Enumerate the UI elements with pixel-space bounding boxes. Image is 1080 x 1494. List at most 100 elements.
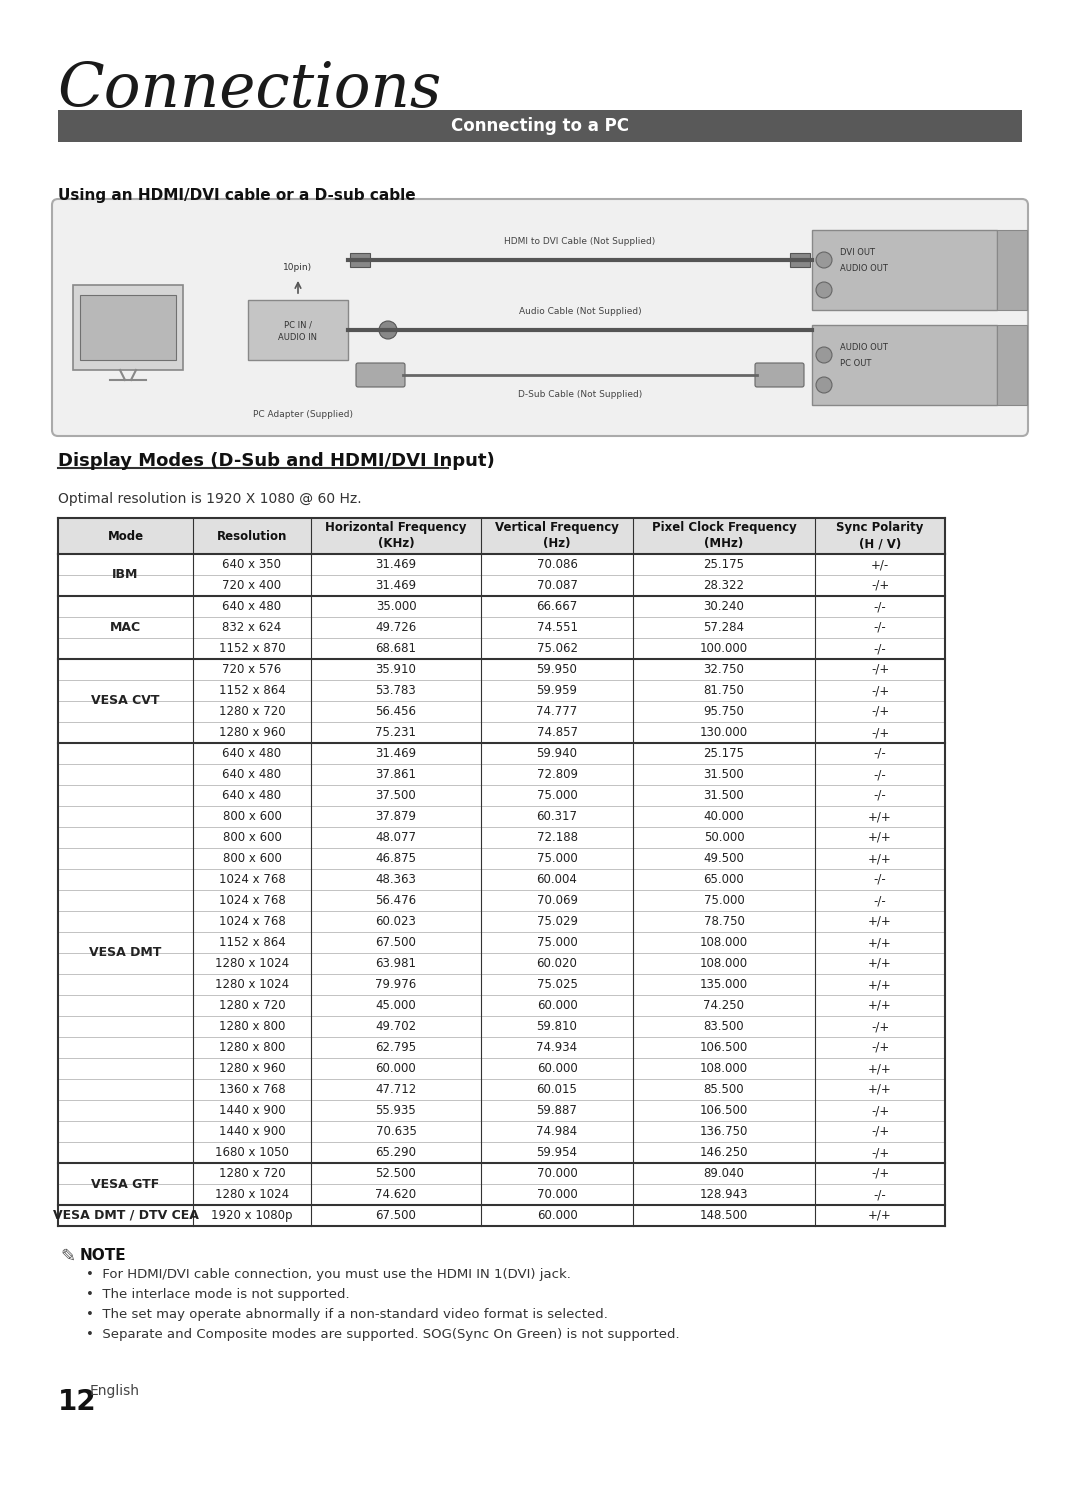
Text: 60.000: 60.000 [537, 999, 578, 1011]
Text: D-Sub Cable (Not Supplied): D-Sub Cable (Not Supplied) [518, 390, 643, 399]
Text: 1680 x 1050: 1680 x 1050 [215, 1146, 289, 1159]
Text: 60.000: 60.000 [537, 1209, 578, 1222]
Text: AUDIO OUT: AUDIO OUT [840, 264, 888, 273]
Text: 47.712: 47.712 [376, 1083, 417, 1097]
Bar [73, 285, 183, 371]
Text: +/+: +/+ [868, 810, 892, 823]
Text: 62.795: 62.795 [376, 1041, 417, 1053]
Text: Display Modes (D-Sub and HDMI/DVI Input): Display Modes (D-Sub and HDMI/DVI Input) [58, 453, 495, 471]
Bar [58, 596, 945, 659]
Text: 52.500: 52.500 [376, 1167, 417, 1180]
Text: 75.231: 75.231 [376, 726, 417, 740]
Text: 1360 x 768: 1360 x 768 [218, 1083, 285, 1097]
Text: 74.984: 74.984 [537, 1125, 578, 1138]
Text: 70.087: 70.087 [537, 580, 578, 592]
Text: VESA CVT: VESA CVT [91, 695, 160, 708]
Text: NOTE: NOTE [80, 1247, 126, 1262]
Text: IBM: IBM [112, 569, 138, 581]
Text: •  For HDMI/DVI cable connection, you must use the HDMI IN 1(DVI) jack.: • For HDMI/DVI cable connection, you mus… [86, 1268, 571, 1280]
Text: -/-: -/- [874, 642, 887, 654]
Text: 37.861: 37.861 [376, 768, 417, 781]
Text: -/+: -/+ [870, 580, 889, 592]
Text: -/-: -/- [874, 601, 887, 613]
Text: 25.175: 25.175 [703, 747, 744, 760]
Text: 74.620: 74.620 [376, 1188, 417, 1201]
Text: 108.000: 108.000 [700, 1062, 748, 1076]
Text: 25.175: 25.175 [703, 557, 744, 571]
Text: 1280 x 720: 1280 x 720 [218, 1167, 285, 1180]
Text: 50.000: 50.000 [704, 831, 744, 844]
Text: 49.726: 49.726 [376, 622, 417, 633]
Text: -/+: -/+ [870, 1104, 889, 1118]
Text: 60.000: 60.000 [537, 1062, 578, 1076]
Text: -/+: -/+ [870, 663, 889, 675]
Text: 83.500: 83.500 [704, 1020, 744, 1032]
Text: 70.000: 70.000 [537, 1188, 578, 1201]
Text: 832 x 624: 832 x 624 [222, 622, 282, 633]
Text: MAC: MAC [110, 622, 141, 633]
Text: 60.004: 60.004 [537, 872, 578, 886]
Text: +/+: +/+ [868, 999, 892, 1011]
Text: 40.000: 40.000 [704, 810, 744, 823]
Text: •  The interlace mode is not supported.: • The interlace mode is not supported. [86, 1288, 350, 1301]
Circle shape [379, 321, 397, 339]
Text: 60.023: 60.023 [376, 914, 417, 928]
Text: Vertical Frequency
(Hz): Vertical Frequency (Hz) [495, 521, 619, 550]
Text: PC Adapter (Supplied): PC Adapter (Supplied) [253, 409, 353, 418]
Text: 106.500: 106.500 [700, 1041, 748, 1053]
Text: PC OUT: PC OUT [840, 359, 872, 368]
Text: 59.954: 59.954 [537, 1146, 578, 1159]
Text: 31.469: 31.469 [376, 557, 417, 571]
Text: 75.000: 75.000 [537, 789, 578, 802]
FancyBboxPatch shape [755, 363, 804, 387]
Text: Connections: Connections [58, 60, 442, 120]
Text: 1280 x 720: 1280 x 720 [218, 999, 285, 1011]
Text: Optimal resolution is 1920 X 1080 @ 60 Hz.: Optimal resolution is 1920 X 1080 @ 60 H… [58, 492, 362, 506]
Text: 28.322: 28.322 [703, 580, 744, 592]
Text: 1280 x 1024: 1280 x 1024 [215, 979, 289, 991]
Text: 1440 x 900: 1440 x 900 [218, 1104, 285, 1118]
Text: 60.015: 60.015 [537, 1083, 578, 1097]
Text: Pixel Clock Frequency
(MHz): Pixel Clock Frequency (MHz) [651, 521, 796, 550]
Text: 75.000: 75.000 [704, 893, 744, 907]
Text: 59.950: 59.950 [537, 663, 578, 675]
Bar [997, 230, 1027, 309]
Text: 55.935: 55.935 [376, 1104, 417, 1118]
Text: -/-: -/- [874, 1188, 887, 1201]
Text: 1152 x 864: 1152 x 864 [218, 937, 285, 949]
Text: +/+: +/+ [868, 852, 892, 865]
Text: DVI OUT: DVI OUT [840, 248, 875, 257]
Text: 37.500: 37.500 [376, 789, 417, 802]
Bar [997, 326, 1027, 405]
Text: ✎: ✎ [60, 1247, 76, 1265]
Text: 1280 x 800: 1280 x 800 [219, 1020, 285, 1032]
Text: 85.500: 85.500 [704, 1083, 744, 1097]
Circle shape [816, 376, 832, 393]
Text: 12: 12 [58, 1388, 96, 1416]
Circle shape [816, 282, 832, 297]
Text: 74.934: 74.934 [537, 1041, 578, 1053]
Text: 48.077: 48.077 [376, 831, 417, 844]
Text: 1280 x 1024: 1280 x 1024 [215, 958, 289, 970]
Text: 74.551: 74.551 [537, 622, 578, 633]
Text: 1920 x 1080p: 1920 x 1080p [212, 1209, 293, 1222]
Text: 56.456: 56.456 [376, 705, 417, 719]
Text: VESA DMT: VESA DMT [90, 947, 162, 959]
Text: 68.681: 68.681 [376, 642, 417, 654]
Text: 148.500: 148.500 [700, 1209, 748, 1222]
Text: 59.887: 59.887 [537, 1104, 578, 1118]
Text: 59.940: 59.940 [537, 747, 578, 760]
Text: •  Separate and Composite modes are supported. SOG(Sync On Green) is not support: • Separate and Composite modes are suppo… [86, 1328, 679, 1342]
Text: +/+: +/+ [868, 937, 892, 949]
Text: 89.040: 89.040 [703, 1167, 744, 1180]
Text: 1280 x 1024: 1280 x 1024 [215, 1188, 289, 1201]
Bar [58, 111, 1022, 142]
Text: 35.910: 35.910 [376, 663, 417, 675]
Text: Horizontal Frequency
(KHz): Horizontal Frequency (KHz) [325, 521, 467, 550]
Text: 128.943: 128.943 [700, 1188, 748, 1201]
Text: +/-: +/- [870, 557, 889, 571]
Text: +/+: +/+ [868, 1083, 892, 1097]
Text: 75.025: 75.025 [537, 979, 578, 991]
Text: 75.000: 75.000 [537, 937, 578, 949]
Text: +/+: +/+ [868, 914, 892, 928]
